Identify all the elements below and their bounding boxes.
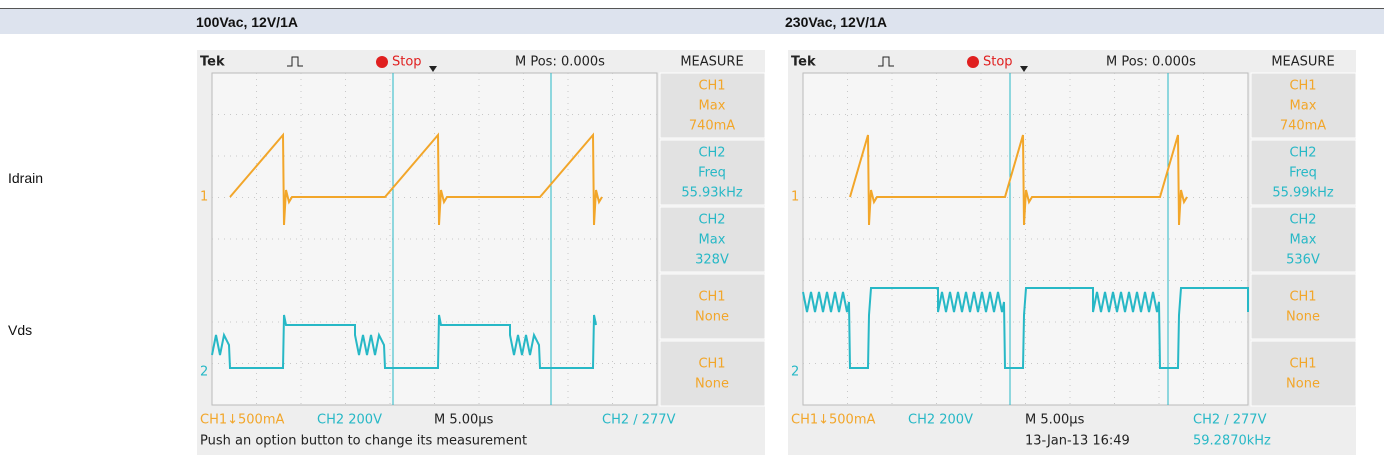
scope: 1 2 Tek Stop M Pos: 0.000s MEASURE CH1 Max 740mA… [197, 50, 765, 455]
measure-text: CH2 [1289, 213, 1316, 228]
measure-text: CH2 [698, 146, 725, 161]
channel-marker: 1 [791, 190, 799, 205]
footer-text: CH2 200V [908, 413, 973, 428]
status-line: 13-Jan-13 16:49 [1025, 434, 1130, 449]
measure-text: Max [1290, 233, 1317, 248]
status-line: Push an option button to change its meas… [200, 434, 527, 449]
scope: 1 2 Tek Stop M Pos: 0.000s MEASURE CH1 Max 740mA… [788, 50, 1356, 455]
footer-text: CH2 ∕ 277V [1193, 413, 1267, 428]
channel-marker: 2 [791, 365, 799, 380]
footer-text: M 5.00µs [1025, 413, 1085, 428]
measure-text: Max [1290, 99, 1317, 114]
measure-text: None [1286, 310, 1320, 325]
measure-text: 536V [1286, 253, 1320, 268]
measure-box [660, 341, 765, 406]
status-line: 59.2870kHz [1193, 434, 1271, 449]
measure-text: CH1 [1289, 357, 1316, 372]
measure-text: CH2 [698, 213, 725, 228]
measure-text: 328V [695, 253, 729, 268]
footer-text: CH1↓500mA [791, 413, 875, 428]
status: Stop [392, 55, 422, 70]
footer-text: CH2 ∕ 277V [602, 413, 676, 428]
measure-text: Freq [1289, 166, 1317, 181]
brand: Tek [200, 55, 225, 70]
measure-text: CH1 [1289, 290, 1316, 305]
footer-text: M 5.00µs [434, 413, 494, 428]
measure-text: None [695, 310, 729, 325]
scopes: 1 2 Tek Stop M Pos: 0.000s MEASURE CH1 Max 740mA… [0, 0, 1384, 469]
measure-text: Max [699, 233, 726, 248]
measure-box [660, 274, 765, 339]
footer-text: CH1↓500mA [200, 413, 284, 428]
page: {"header": {"columns": ["100Vac, 12V/1A"… [0, 0, 1384, 469]
panel-title: MEASURE [680, 55, 743, 70]
measure-text: CH1 [698, 290, 725, 305]
panel-title: MEASURE [1271, 55, 1334, 70]
stop-dot [967, 56, 979, 68]
measure-text: CH2 [1289, 146, 1316, 161]
position: M Pos: 0.000s [1106, 55, 1196, 70]
measure-text: None [1286, 377, 1320, 392]
position: M Pos: 0.000s [515, 55, 605, 70]
footer-text: CH2 200V [317, 413, 382, 428]
measure-text: 740mA [1280, 119, 1326, 134]
measure-text: 55.93kHz [681, 186, 743, 201]
channel-marker: 1 [200, 190, 208, 205]
measure-text: None [695, 377, 729, 392]
brand: Tek [791, 55, 816, 70]
measure-text: 740mA [689, 119, 735, 134]
measure-box [1251, 341, 1356, 406]
measure-text: CH1 [698, 79, 725, 94]
channel-marker: 2 [200, 365, 208, 380]
stop-dot [376, 56, 388, 68]
measure-text: CH1 [1289, 79, 1316, 94]
measure-box [1251, 274, 1356, 339]
measure-text: Freq [698, 166, 726, 181]
measure-text: Max [699, 99, 726, 114]
status: Stop [983, 55, 1013, 70]
measure-text: 55.99kHz [1272, 186, 1334, 201]
measure-text: CH1 [698, 357, 725, 372]
